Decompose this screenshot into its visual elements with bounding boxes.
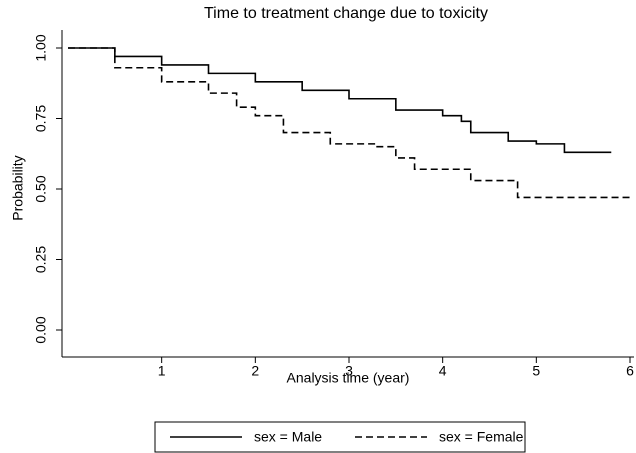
y-tick-label: 0.75 [33, 105, 49, 132]
chart-title: Time to treatment change due to toxicity [204, 5, 488, 22]
y-tick-label: 0.00 [33, 316, 49, 343]
y-tick-label: 0.50 [33, 175, 49, 202]
x-tick-label: 3 [345, 363, 353, 379]
x-tick-label: 5 [532, 363, 540, 379]
survival-curve [68, 47, 630, 199]
legend-label: sex = Male [254, 429, 322, 445]
legend-label: sex = Female [439, 429, 524, 445]
x-tick-label: 4 [439, 363, 447, 379]
y-axis-label: Probability [10, 155, 26, 220]
x-axis-label: Analysis time (year) [287, 370, 410, 386]
x-tick-label: 1 [158, 363, 166, 379]
survival-curve [68, 47, 612, 154]
x-tick-label: 2 [251, 363, 259, 379]
x-tick-label: 6 [626, 363, 634, 379]
y-tick-label: 0.25 [33, 246, 49, 273]
y-tick-label: 1.00 [33, 34, 49, 61]
